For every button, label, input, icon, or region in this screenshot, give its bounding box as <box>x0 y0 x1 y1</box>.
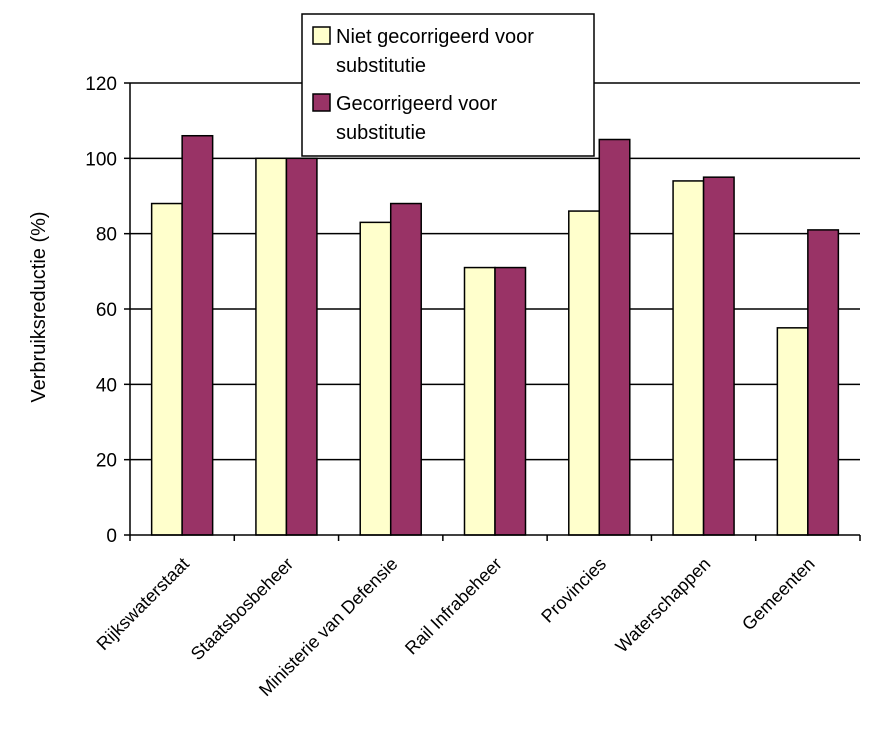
legend-box <box>301 13 595 157</box>
bar-uncorrected-7 <box>776 327 809 536</box>
legend-label: substitutie <box>336 122 426 144</box>
bar-uncorrected-6 <box>672 180 705 536</box>
y-tick-label: 0 <box>106 526 117 547</box>
legend-label: Gecorrigeerd voor <box>336 93 498 115</box>
x-category-label: Rail Infrabeheer <box>401 554 506 659</box>
y-tick-label: 120 <box>85 74 117 95</box>
y-tick-label: 100 <box>85 149 117 170</box>
x-category-label: Waterschappen <box>612 554 715 657</box>
bar-uncorrected-3 <box>359 221 392 536</box>
bars <box>150 134 840 536</box>
legend-swatch-corrected <box>312 93 331 112</box>
bar-corrected-7 <box>807 229 840 536</box>
legend: Niet gecorrigeerd voor substitutie Gecorri… <box>301 13 595 157</box>
bar-corrected-2 <box>285 157 318 536</box>
x-category-label: Staatsbosbeheer <box>187 554 297 664</box>
bar-uncorrected-1 <box>150 202 183 536</box>
legend-label: substitutie <box>336 55 426 77</box>
y-tick-labels: 0 20 40 60 80 100 120 <box>85 74 117 547</box>
x-category-label: Rijkswaterstaat <box>93 554 193 654</box>
axes <box>124 82 861 541</box>
y-tick-label: 60 <box>96 300 117 321</box>
y-axis-title: Verbruiksreductie (%) <box>28 211 50 402</box>
bar-uncorrected-2 <box>255 157 288 536</box>
legend-label: Niet gecorrigeerd voor <box>336 26 534 48</box>
x-category-label: Provincies <box>537 554 610 627</box>
bar-corrected-5 <box>598 138 631 536</box>
bar-uncorrected-4 <box>463 266 496 536</box>
x-tick-labels: RijkswaterstaatStaatsbosbeheerMinisterie… <box>93 554 819 700</box>
bar-corrected-4 <box>494 266 527 536</box>
x-category-label: Gemeenten <box>738 554 819 635</box>
y-tick-label: 80 <box>96 225 117 246</box>
bar-corrected-1 <box>181 134 214 536</box>
y-tick-label: 20 <box>96 451 117 472</box>
y-tick-label: 40 <box>96 375 117 396</box>
bar-uncorrected-5 <box>568 210 601 536</box>
bar-corrected-3 <box>389 202 422 536</box>
legend-swatch-uncorrected <box>312 26 331 45</box>
bar-corrected-6 <box>702 176 735 536</box>
